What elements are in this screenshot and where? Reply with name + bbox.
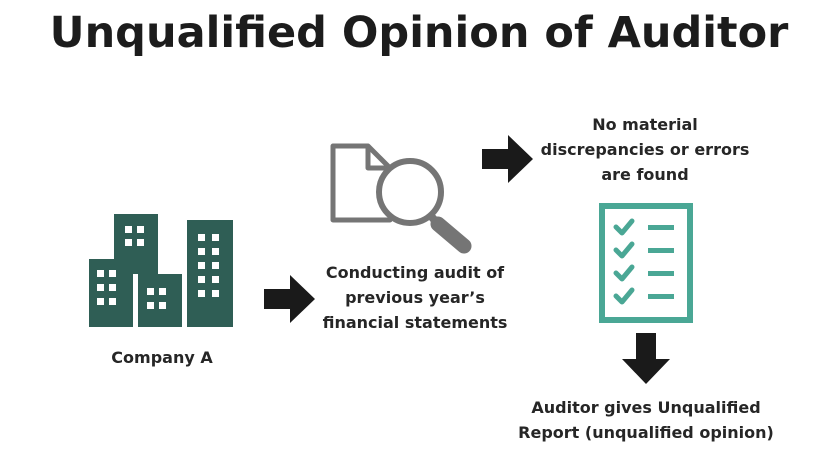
finding-line-2: discrepancies or errors <box>540 140 750 159</box>
audit-line-1: Conducting audit of <box>325 263 505 282</box>
office-buildings-icon <box>88 212 236 328</box>
finding-line-3: are found <box>601 165 689 184</box>
company-label: Company A <box>111 348 213 367</box>
finding-label: No material discrepancies or errors are … <box>532 112 758 187</box>
document-magnifier-icon <box>330 142 476 254</box>
result-line-1: Auditor gives Unqualified <box>531 398 761 417</box>
arrow-right-icon <box>264 275 316 323</box>
arrow-down-icon <box>622 333 670 385</box>
audit-label: Conducting audit of previous year’s fina… <box>312 260 518 335</box>
finding-line-1: No material <box>592 115 698 134</box>
result-label: Auditor gives Unqualified Report (unqual… <box>500 395 792 445</box>
arrow-right-icon <box>482 135 534 183</box>
audit-line-2: previous year’s <box>345 288 485 307</box>
checklist-icon <box>598 202 694 324</box>
audit-line-3: financial statements <box>322 313 508 332</box>
page-title: Unqualified Opinion of Auditor <box>49 8 789 58</box>
result-line-2: Report (unqualified opinion) <box>518 423 774 442</box>
